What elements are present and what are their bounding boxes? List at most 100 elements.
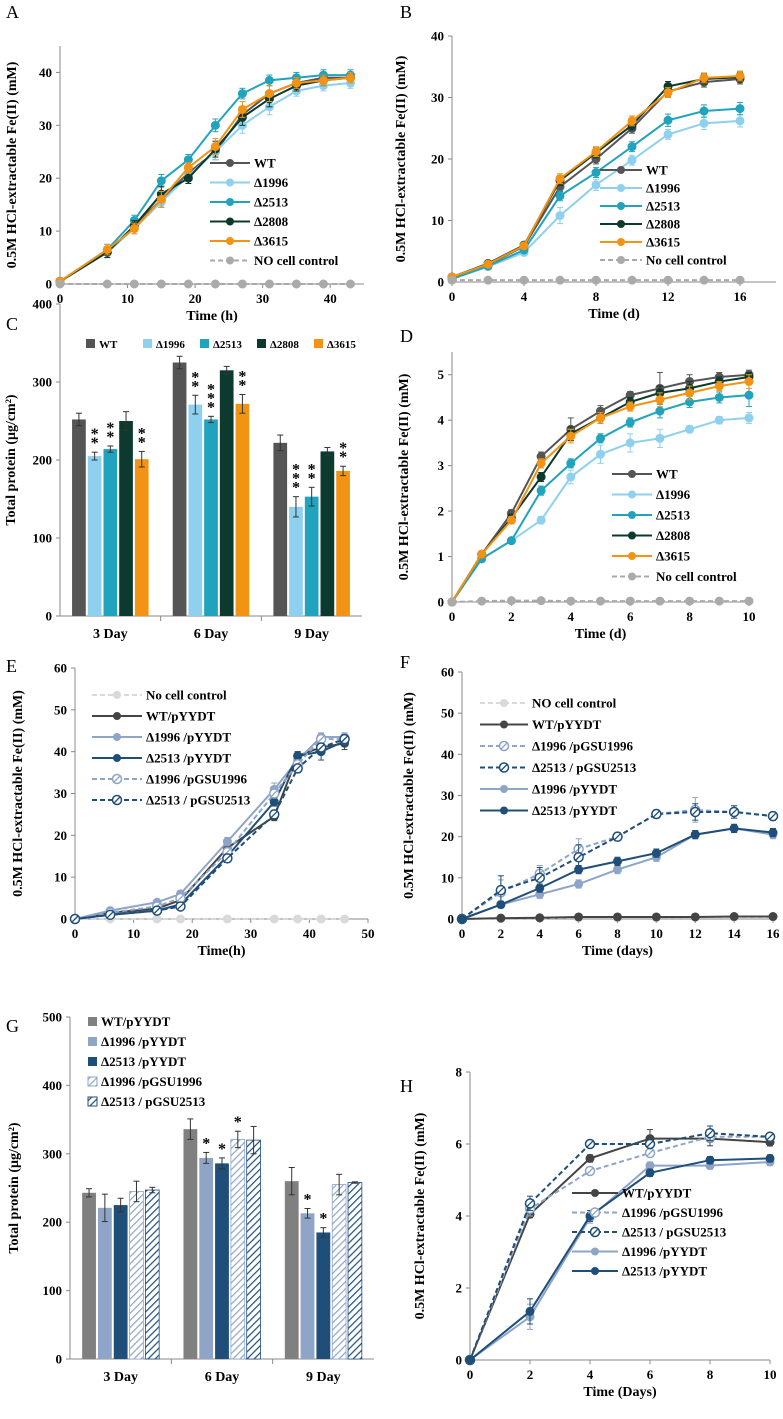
data-point <box>222 914 232 924</box>
bar <box>172 362 187 616</box>
legend-label: WT/pYYDT <box>101 1014 171 1029</box>
y-tick-label: 60 <box>441 665 454 680</box>
y-tick-label: 300 <box>33 375 53 390</box>
bar <box>134 459 149 616</box>
series-e-5 <box>69 733 350 925</box>
data-point <box>591 180 601 190</box>
legend-label: Δ1996 <box>156 339 185 351</box>
data-point <box>269 914 279 924</box>
x-tick-label: 8 <box>707 1367 714 1382</box>
data-point <box>685 424 695 434</box>
data-point <box>645 1168 655 1178</box>
x-tick-label: 0 <box>57 291 64 306</box>
data-point <box>625 402 635 412</box>
legend: NO cell control WT/pYYDT Δ1996 /pGSU1996 Δ2… <box>480 696 637 818</box>
x-tick-label: 20 <box>186 926 199 941</box>
data-point <box>506 536 516 546</box>
series-f-5 <box>457 823 778 924</box>
x-axis-label: Time(h) <box>198 944 246 959</box>
x-axis-label: Time (days) <box>582 944 653 959</box>
legend-swatch <box>88 1017 97 1026</box>
data-point <box>591 275 601 285</box>
data-point <box>316 914 326 924</box>
data-point <box>613 865 622 875</box>
data-point-hatch <box>586 1167 594 1175</box>
legend-marker-hatch <box>113 775 121 783</box>
y-tick-label: 20 <box>431 152 444 167</box>
y-tick-label: 50 <box>54 702 67 717</box>
legend-swatch <box>143 339 152 348</box>
data-point <box>156 194 166 204</box>
data-point <box>714 415 724 425</box>
data-point <box>457 914 467 924</box>
panel-label: E <box>6 656 17 676</box>
data-point-hatch <box>652 810 660 818</box>
y-tick-label: 3 <box>438 458 445 473</box>
x-tick-label: 10 <box>121 291 134 306</box>
x-tick-label: 6 <box>647 1367 654 1382</box>
y-axis-label: 0.5M HCl-extractable Fe(II) (mM) <box>413 1112 428 1319</box>
panel-e: 0 10 20 30 40 50 60 0 10 20 30 40 50 Time(h) E 0.5M HCl… <box>6 656 375 959</box>
data-point <box>765 1153 775 1163</box>
series-line <box>469 1132 771 1361</box>
data-point-hatch <box>766 1133 774 1141</box>
significance-star: * <box>207 390 215 407</box>
legend-marker <box>628 572 636 581</box>
panel-label: C <box>6 314 18 334</box>
x-tick-label: 4 <box>587 1367 594 1382</box>
panel-label: B <box>400 2 412 22</box>
data-point <box>156 279 166 289</box>
data-point <box>175 914 185 924</box>
data-point <box>345 279 355 289</box>
data-point <box>714 381 724 391</box>
legend-marker-hatch <box>500 742 508 750</box>
legend-marker <box>617 184 625 192</box>
significance-star: * <box>308 461 316 478</box>
legend-label: Δ1996 <box>254 175 289 190</box>
data-point <box>627 155 637 165</box>
significance-star: * <box>91 426 99 443</box>
data-point <box>318 279 328 289</box>
data-point <box>535 883 545 893</box>
legend-label: Δ1996 /pGSU1996 <box>101 1074 202 1089</box>
legend-marker <box>617 202 625 210</box>
data-point-hatch <box>586 1140 594 1148</box>
legend-marker-hatch <box>500 764 508 771</box>
y-tick-label: 10 <box>441 870 454 885</box>
data-point <box>596 596 605 606</box>
data-point <box>655 406 665 416</box>
y-axis-label: Total protein (μg/cm²) <box>4 394 19 525</box>
data-point <box>729 912 739 922</box>
significance-star: * <box>292 471 300 488</box>
legend-marker <box>617 256 625 264</box>
data-point <box>291 78 301 88</box>
data-point <box>152 914 162 924</box>
data-point <box>102 245 112 255</box>
data-point <box>729 823 739 833</box>
y-tick-label: 500 <box>43 1010 63 1025</box>
data-point <box>156 176 166 186</box>
legend-label: Δ2513 <box>656 508 691 523</box>
data-point <box>264 279 274 289</box>
x-category-label: 6 Day <box>194 627 229 642</box>
x-tick-label: 10 <box>743 609 756 624</box>
data-point-hatch <box>341 735 349 743</box>
data-point <box>613 912 622 922</box>
y-tick-label: 30 <box>39 118 52 133</box>
data-point <box>555 211 565 221</box>
y-tick-label: 40 <box>441 747 454 762</box>
significance-star: * <box>106 420 114 437</box>
legend-label: Δ2513 /pYYDT <box>101 1054 186 1069</box>
legend-marker <box>500 806 508 815</box>
legend-label: WT <box>656 467 678 482</box>
legend-marker <box>591 1267 599 1275</box>
significance-star: * <box>106 429 114 446</box>
data-point <box>237 279 247 289</box>
data-point <box>625 417 635 427</box>
data-point <box>735 116 745 126</box>
y-tick-label: 0 <box>46 277 53 292</box>
significance-star: * <box>207 381 215 398</box>
significance-star: * <box>238 368 246 385</box>
data-point-hatch <box>706 1129 714 1137</box>
x-tick-label: 2 <box>527 1367 534 1382</box>
